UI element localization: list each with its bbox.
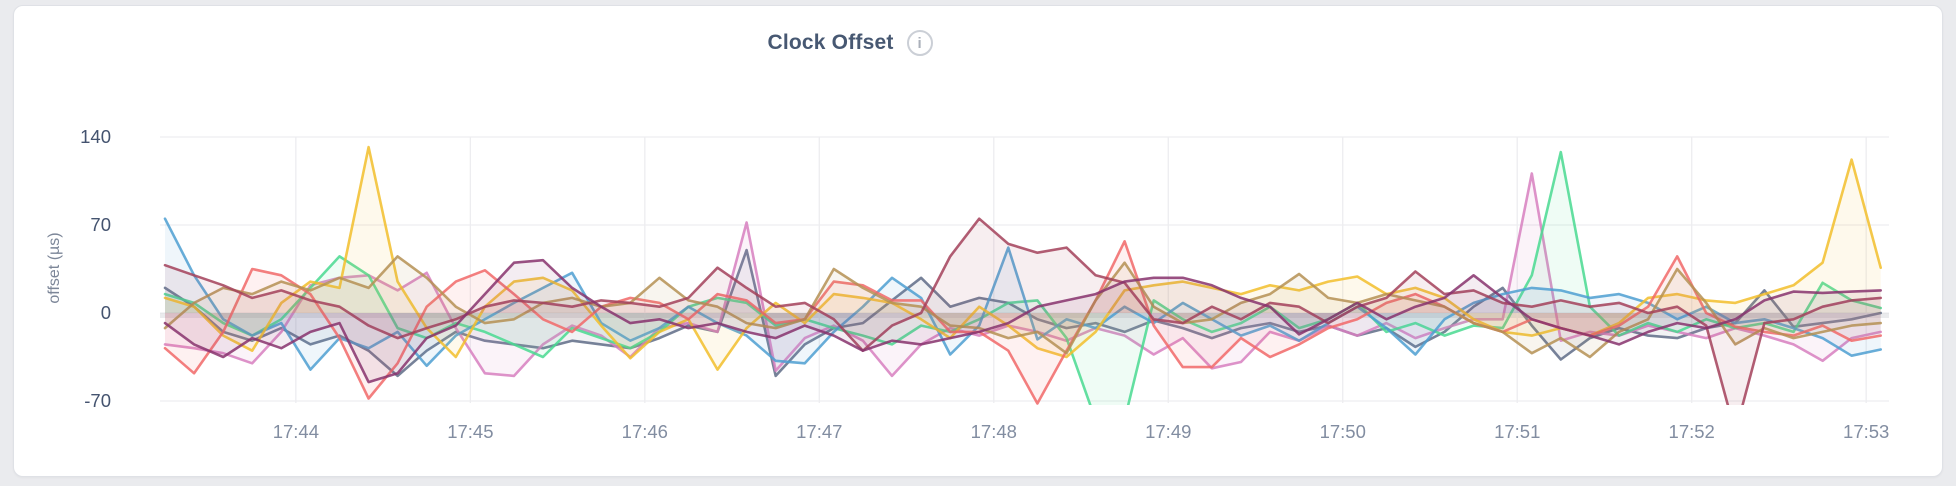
gridlines bbox=[160, 136, 1889, 403]
info-icon[interactable]: i bbox=[906, 30, 933, 56]
series-line-tan bbox=[163, 255, 1882, 359]
x-tick-label-17:51: 17:51 bbox=[1494, 421, 1540, 442]
y-tick-label-0: 0 bbox=[101, 302, 111, 323]
x-tick-label-17:48: 17:48 bbox=[971, 421, 1017, 442]
chart-header: Clock Offset i bbox=[0, 30, 1700, 56]
chart-title: Clock Offset bbox=[767, 31, 894, 54]
series-area-salmon bbox=[165, 241, 1881, 404]
x-axis-ticks: 17:44 17:45 17:46 17:47 17:48 17:49 17:50 17:51… bbox=[273, 421, 1890, 442]
x-tick-label-17:52: 17:52 bbox=[1669, 421, 1715, 442]
chart-card bbox=[13, 5, 1943, 477]
x-tick-label-17:49: 17:49 bbox=[1145, 421, 1191, 442]
series-area-maroon bbox=[165, 218, 1881, 405]
zero-band bbox=[160, 313, 1889, 318]
series-area-slate bbox=[165, 250, 1881, 376]
series-line-blue bbox=[163, 217, 1882, 371]
x-tick-label-17:53: 17:53 bbox=[1843, 421, 1889, 442]
y-axis-ticks: 140 70 0 -70 bbox=[80, 126, 111, 411]
x-tick-label-17:45: 17:45 bbox=[447, 421, 493, 442]
y-axis-label: offset (µs) bbox=[46, 232, 63, 304]
series-line-plum bbox=[163, 258, 1882, 384]
series-area-green bbox=[165, 152, 1881, 405]
y-tick-label-140: 140 bbox=[80, 126, 111, 147]
series-line-green bbox=[163, 150, 1882, 405]
series-line-maroon bbox=[163, 217, 1882, 405]
x-tick-label-17:50: 17:50 bbox=[1320, 421, 1366, 442]
series-group bbox=[163, 145, 1882, 405]
series-line-salmon bbox=[163, 240, 1882, 405]
x-tick-label-17:44: 17:44 bbox=[273, 421, 319, 442]
y-tick-label--70: -70 bbox=[84, 390, 111, 411]
x-tick-label-17:47: 17:47 bbox=[796, 421, 842, 442]
y-tick-label-70: 70 bbox=[90, 214, 111, 235]
x-tick-label-17:46: 17:46 bbox=[622, 421, 668, 442]
